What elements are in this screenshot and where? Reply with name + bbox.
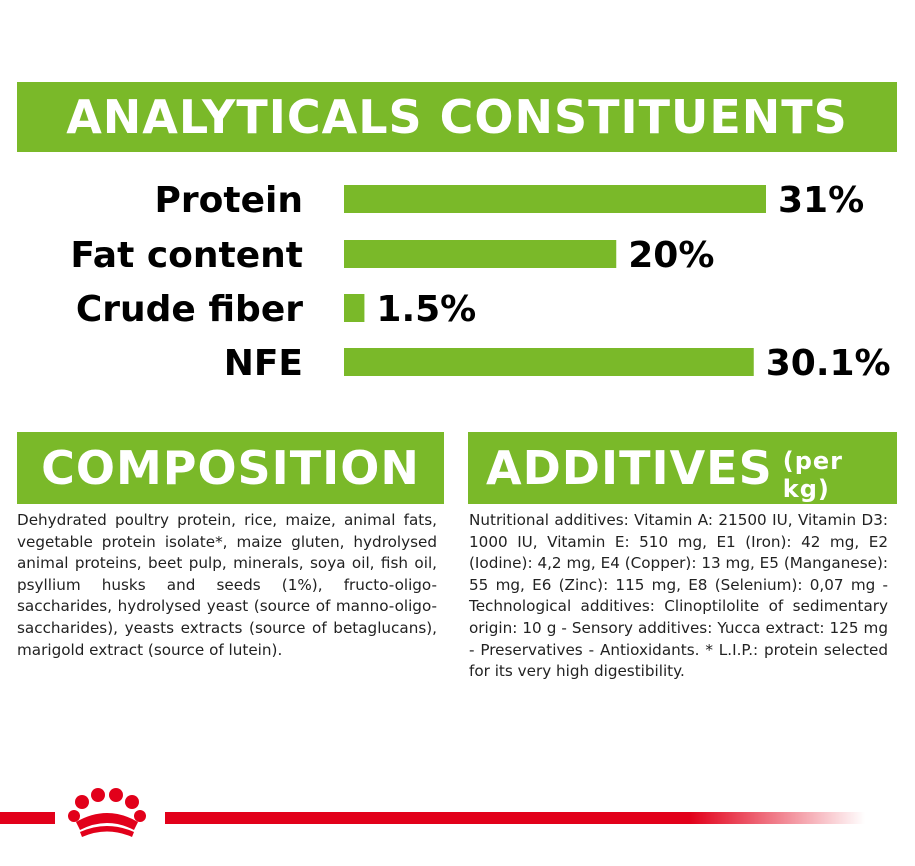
bar xyxy=(344,240,617,268)
bar-label: NFE xyxy=(224,343,303,384)
bar-value-label: 20% xyxy=(628,235,714,276)
bar-label: Fat content xyxy=(70,235,303,276)
composition-banner: COMPOSITION xyxy=(17,432,444,504)
bar-value-label: 31% xyxy=(778,180,864,221)
analytics-chart: Protein 31% Fat content 20% Crude fiber 1.5% N… xyxy=(70,180,891,384)
analytics-banner: ANALYTICALS CONSTITUENTS xyxy=(17,82,897,152)
bar-label: Protein xyxy=(155,180,303,221)
analytics-title: ANALYTICALS CONSTITUENTS xyxy=(66,90,848,144)
bar xyxy=(344,294,365,322)
bar-value-label: 1.5% xyxy=(376,289,476,330)
composition-title: COMPOSITION xyxy=(41,441,420,495)
footer-line-right xyxy=(165,812,865,824)
bar-value-label: 30.1% xyxy=(766,343,891,384)
bar-label: Crude fiber xyxy=(76,289,303,330)
additives-subtitle: (per kg) xyxy=(782,447,843,503)
bar xyxy=(344,348,754,376)
additives-text: Nutritional additives: Vitamin A: 21500 … xyxy=(469,511,888,681)
footer-line-left xyxy=(0,812,55,824)
royal-crown-icon xyxy=(68,788,146,837)
bar xyxy=(344,185,766,213)
composition-text: Dehydrated poultry protein, rice, maize,… xyxy=(17,511,437,659)
additives-title: ADDITIVES xyxy=(486,441,773,495)
additives-banner: ADDITIVES (per kg) xyxy=(468,432,897,504)
